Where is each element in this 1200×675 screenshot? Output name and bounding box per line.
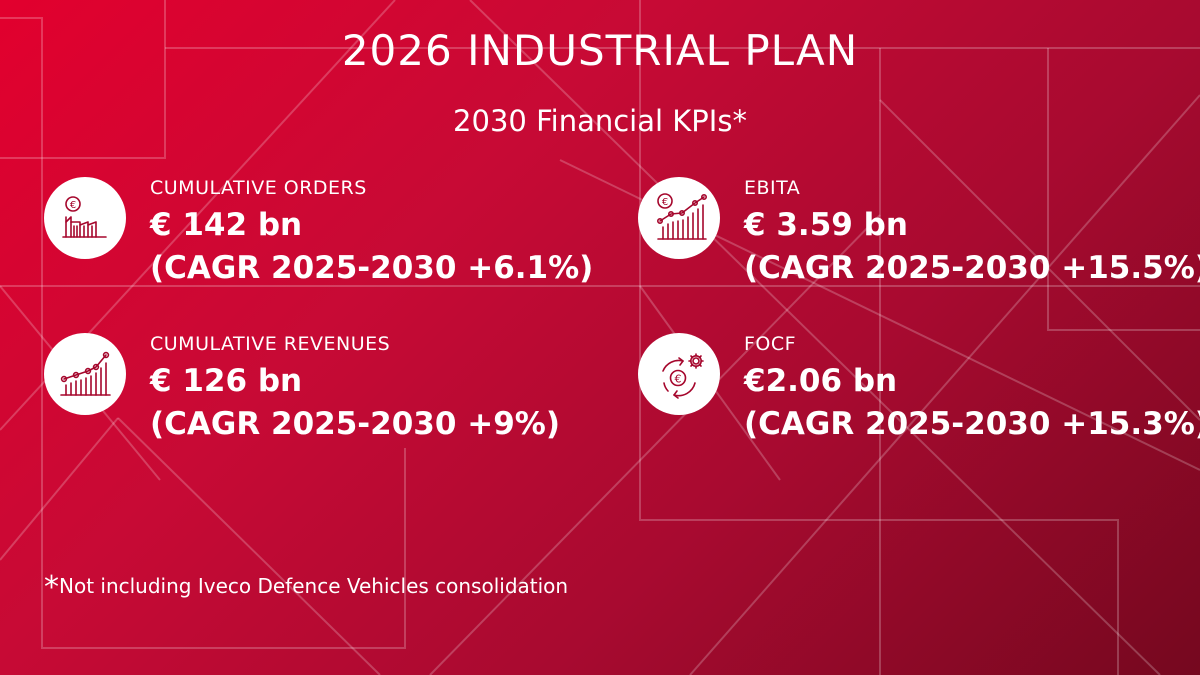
- svg-text:€: €: [662, 197, 668, 208]
- footnote-asterisk: *: [44, 570, 59, 605]
- kpi-value: € 3.59 bn: [744, 207, 908, 243]
- svg-text:€: €: [675, 373, 682, 386]
- kpi-label: EBITA: [744, 177, 801, 199]
- kpi-label: FOCF: [744, 333, 797, 355]
- kpi-label: CUMULATIVE REVENUES: [150, 333, 391, 355]
- euro-bar-chart-icon: €: [44, 177, 126, 259]
- kpi-cagr: (CAGR 2025-2030 +15.3%): [744, 406, 1200, 442]
- kpi-value: € 126 bn: [150, 363, 303, 399]
- kpi-cagr: (CAGR 2025-2030 +9%): [150, 406, 561, 442]
- kpi-value: € 142 bn: [150, 207, 303, 243]
- footnote-text: Not including Iveco Defence Vehicles con…: [59, 574, 569, 598]
- page-subtitle: 2030 Financial KPIs*: [453, 104, 747, 138]
- euro-cycle-gear-icon: €: [638, 333, 720, 415]
- kpi-cagr: (CAGR 2025-2030 +6.1%): [150, 250, 594, 286]
- euro-growth-chart-icon: €: [638, 177, 720, 259]
- kpi-label: CUMULATIVE ORDERS: [150, 177, 367, 199]
- kpi-value: €2.06 bn: [744, 363, 898, 399]
- growth-chart-icon: [44, 333, 126, 415]
- svg-text:€: €: [70, 200, 76, 211]
- footnote: *Not including Iveco Defence Vehicles co…: [44, 570, 568, 605]
- page-title: 2026 INDUSTRIAL PLAN: [341, 26, 859, 75]
- kpi-cagr: (CAGR 2025-2030 +15.5%): [744, 250, 1200, 286]
